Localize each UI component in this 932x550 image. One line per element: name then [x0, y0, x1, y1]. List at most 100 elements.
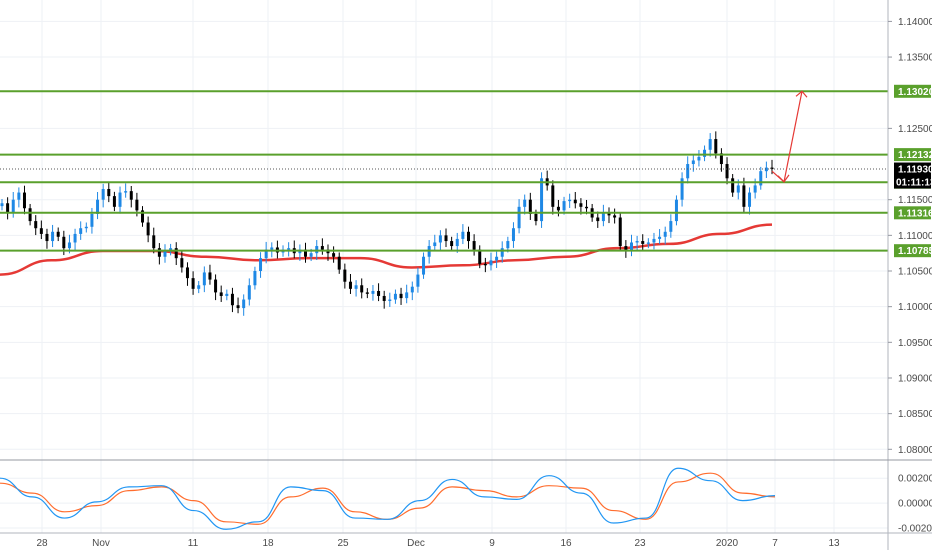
price-axis: 1.14000 1.13500 1.12500 1.11500 1.11000 1.105… [888, 17, 932, 456]
price-tick-label: 1.11000 [898, 231, 932, 242]
candle-up [79, 228, 83, 234]
candle-down [146, 222, 150, 236]
candle-down [399, 293, 403, 299]
candle-down [466, 231, 470, 242]
candle-down [742, 185, 746, 207]
candle-up [422, 256, 426, 275]
level-label-text: 1.11316 [898, 208, 932, 219]
candle-down [444, 235, 448, 242]
candle-up [354, 285, 358, 289]
candle-down [478, 249, 482, 264]
candle-up [680, 178, 684, 200]
price-tick-label: 1.11500 [898, 195, 932, 206]
candle-up [405, 292, 409, 299]
level-label-bg [894, 206, 931, 220]
candle-up [247, 285, 251, 300]
candle-up [748, 192, 752, 207]
candle-up [697, 156, 701, 161]
candle-up [169, 248, 173, 252]
time-tick-label: 2020 [716, 538, 739, 549]
price-tick-label: 1.09500 [898, 338, 932, 349]
candle-up [511, 228, 515, 242]
candle-up [764, 167, 768, 172]
candle-up [753, 185, 757, 193]
candle-up [287, 248, 291, 250]
candle-down [472, 241, 476, 250]
time-tick-label: 28 [36, 538, 48, 549]
candle-up [270, 247, 274, 250]
candle-down [107, 188, 111, 197]
candle-up [90, 213, 94, 227]
time-tick-label: 13 [828, 538, 840, 549]
candle-down [596, 217, 600, 222]
candle-up [495, 256, 499, 261]
candle-down [360, 285, 364, 293]
candle-down [624, 246, 628, 252]
time-tick-label: Dec [407, 538, 425, 549]
price-tick-label: 1.08000 [898, 445, 932, 456]
candle-down [45, 233, 49, 242]
candle-up [759, 171, 763, 186]
candle-down [191, 278, 195, 289]
candle-down [112, 196, 116, 207]
candle-up [635, 241, 639, 243]
candle-up [225, 293, 229, 296]
osc-tick-label: -0.00200 [898, 524, 932, 535]
candle-down [214, 279, 218, 293]
candle-up [197, 285, 201, 289]
candle-down [28, 208, 32, 222]
candle-down [725, 164, 729, 179]
candle-down [613, 215, 617, 218]
candle-up [646, 242, 650, 244]
candle-down [56, 231, 60, 237]
candle-down [152, 235, 156, 249]
candle-up [73, 233, 77, 243]
candle-up [11, 199, 15, 213]
candle-up [523, 199, 527, 207]
level-label-text: 1.13020 [898, 87, 932, 98]
candle-down [337, 256, 341, 270]
candle-up [562, 201, 566, 211]
time-tick-label: 23 [634, 538, 646, 549]
candle-down [719, 153, 723, 165]
candle-up [500, 248, 504, 257]
candle-down [62, 236, 66, 249]
candle-down [185, 267, 189, 279]
candle-up [601, 212, 605, 222]
candle-up [253, 271, 257, 286]
candle-up [629, 242, 633, 252]
candle-down [332, 253, 336, 257]
candle-up [663, 231, 667, 237]
candle-down [714, 139, 718, 154]
current-price-label: 1.11930 [898, 165, 932, 176]
horizontal-levels [0, 90, 888, 252]
candle-up [674, 199, 678, 222]
time-tick-label: 9 [489, 538, 495, 549]
time-tick-label: 25 [337, 538, 349, 549]
price-tick-label: 1.14000 [898, 17, 932, 28]
candle-down [731, 178, 735, 193]
candle-up [506, 241, 510, 249]
candle-down [320, 246, 324, 250]
candle-down [607, 212, 611, 216]
candle-up [736, 185, 740, 193]
candle-up [51, 231, 55, 242]
level-labels: 1.130201.121321.117451.113161.107851.119… [894, 84, 932, 258]
candle-up [691, 160, 695, 165]
candle-up [669, 221, 673, 232]
candle-down [236, 305, 240, 309]
candle-up [0, 203, 4, 207]
time-axis: 28 Nov 11 18 25 Dec 9 16 23 2020 7 13 [36, 538, 840, 549]
candle-down [180, 258, 184, 268]
candle-up [703, 149, 707, 157]
candle-up [96, 199, 100, 214]
time-tick-label: 11 [188, 538, 199, 549]
level-label-text: 1.12132 [898, 150, 932, 161]
candle-up [455, 238, 459, 247]
time-tick-label: 7 [772, 538, 778, 549]
candle-down [129, 191, 133, 200]
candle-down [528, 199, 532, 214]
price-tick-label: 1.12500 [898, 124, 932, 135]
